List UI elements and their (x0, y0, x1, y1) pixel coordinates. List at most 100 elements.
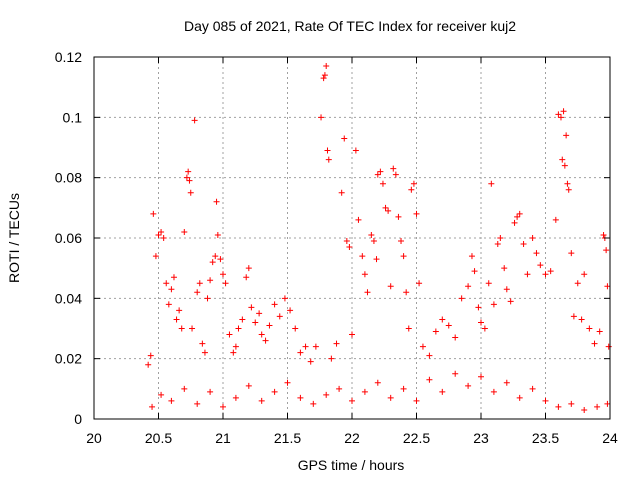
data-point (181, 385, 188, 392)
data-point (594, 403, 601, 410)
data-point (605, 343, 612, 350)
data-point (373, 256, 380, 263)
x-axis-label: GPS time / hours (298, 457, 405, 473)
data-point (490, 301, 497, 308)
x-tick-label: 21.5 (274, 430, 301, 446)
data-point (413, 397, 420, 404)
data-point (220, 403, 226, 410)
data-point (281, 295, 288, 302)
data-point (338, 189, 345, 196)
x-tick-label: 20 (86, 430, 102, 446)
data-point (557, 114, 564, 121)
data-point (570, 313, 577, 320)
data-point (542, 271, 549, 278)
data-point (452, 334, 459, 341)
y-tick-label: 0.08 (55, 170, 82, 186)
x-tick-label: 21 (215, 430, 231, 446)
y-tick-label: 0.02 (55, 351, 82, 367)
data-point (581, 406, 588, 413)
x-tick-label: 20.5 (145, 430, 172, 446)
data-point (196, 280, 203, 287)
data-point (547, 268, 554, 275)
data-point (324, 147, 331, 154)
data-point (529, 235, 536, 241)
data-point (145, 361, 152, 368)
data-point (207, 388, 214, 395)
data-point (568, 250, 575, 257)
data-point (501, 265, 508, 272)
data-point (213, 198, 220, 205)
data-point (176, 307, 183, 314)
data-point (297, 394, 304, 401)
data-point (604, 283, 611, 290)
data-point (468, 253, 475, 260)
data-point (403, 289, 410, 296)
data-point (239, 316, 246, 323)
data-point (494, 241, 501, 248)
data-point (185, 168, 192, 175)
data-point (271, 388, 278, 395)
data-point (445, 322, 452, 329)
data-point (465, 382, 472, 389)
data-point (395, 213, 402, 220)
data-point (368, 231, 375, 238)
data-point (343, 238, 350, 245)
data-point (520, 241, 527, 248)
data-point (432, 328, 439, 335)
data-point (561, 162, 568, 169)
chart-title: Day 085 of 2021, Rate Of TEC Index for r… (184, 18, 516, 34)
data-point (312, 343, 319, 350)
data-point (262, 337, 269, 344)
data-point (439, 316, 446, 323)
data-point (379, 180, 386, 187)
data-point (310, 400, 317, 407)
data-point (318, 114, 325, 121)
data-point (232, 343, 239, 350)
data-point (302, 343, 309, 350)
data-point (516, 394, 523, 401)
x-tick-label: 23.5 (532, 430, 559, 446)
data-point (258, 397, 265, 404)
data-point (168, 286, 175, 293)
data-point (248, 304, 255, 311)
data-point (516, 210, 523, 217)
data-point (323, 63, 330, 70)
data-point (465, 283, 472, 290)
data-point (194, 289, 201, 296)
data-point (458, 295, 465, 302)
data-point (578, 316, 585, 323)
data-point (336, 385, 343, 392)
data-point (374, 379, 381, 386)
data-point (214, 231, 221, 238)
x-tick-label: 23 (473, 430, 489, 446)
data-point (150, 210, 157, 217)
data-point (235, 325, 242, 332)
data-point (271, 301, 278, 308)
data-point (408, 186, 415, 193)
data-point (186, 177, 193, 184)
data-point (552, 216, 559, 223)
data-point (524, 271, 531, 278)
data-point (398, 238, 405, 245)
data-point (349, 397, 355, 404)
data-point (563, 132, 570, 139)
data-point (564, 180, 571, 187)
grid (94, 57, 610, 419)
data-point (333, 340, 340, 347)
data-point (187, 189, 194, 196)
data-point (426, 352, 433, 359)
data-point (245, 382, 252, 389)
x-tick-label: 24 (602, 430, 618, 446)
data-point (370, 238, 377, 245)
data-point (485, 280, 492, 287)
data-point (201, 349, 208, 356)
data-point (565, 186, 572, 193)
data-point (155, 231, 162, 238)
data-point (511, 219, 518, 226)
data-point (392, 171, 399, 178)
data-point (217, 256, 224, 263)
axis-ticks: 20 20.5 21 21.5 22 22.5 23 23.5 24 0 0.02 0.04 0.06 0… (55, 49, 618, 446)
data-point (349, 331, 355, 338)
data-point (529, 385, 536, 392)
